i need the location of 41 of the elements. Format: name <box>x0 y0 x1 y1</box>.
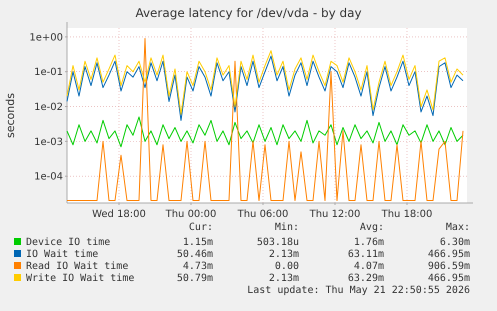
text: 2.13m <box>268 273 299 284</box>
x-tick-label: Thu 00:00 <box>164 209 216 220</box>
text: 466.95m <box>428 273 470 284</box>
legend-label: IO Wait time <box>26 249 98 260</box>
text: 466.95m <box>428 249 470 260</box>
legend-label: Read IO Wait time <box>26 261 128 272</box>
x-tick-label: Wed 18:00 <box>92 209 146 220</box>
text: 503.18u <box>256 237 299 248</box>
text: 63.11m <box>348 249 384 260</box>
y-tick-label: 1e-03 <box>34 136 63 148</box>
text: Last update: Thu May 21 22:50:55 2026 <box>247 285 470 296</box>
y-tick-label: 1e-01 <box>34 67 63 78</box>
text: Max: <box>446 222 470 233</box>
x-tick-label: Thu 18:00 <box>380 209 432 220</box>
line-series <box>66 116 464 148</box>
y-tick-label: 1e-02 <box>34 102 63 114</box>
line-series <box>66 50 464 115</box>
text: Avg: <box>360 222 384 233</box>
legend-label: Device IO time <box>26 237 110 248</box>
text: 63.29m <box>348 273 384 284</box>
y-axis-title: seconds <box>4 92 17 138</box>
text: 2.13m <box>268 249 299 260</box>
text: 50.79m <box>176 273 213 284</box>
text: 4.73m <box>182 261 213 272</box>
y-tick-label: 1e+00 <box>29 32 63 44</box>
text: Cur: <box>188 222 213 233</box>
text: 6.30m <box>440 237 470 248</box>
x-tick-label: Thu 06:00 <box>236 209 288 220</box>
text: 0.00 <box>274 261 299 272</box>
text: 906.59m <box>428 261 470 272</box>
line-series <box>66 38 464 202</box>
y-tick-label: 1e-04 <box>34 172 63 183</box>
chart-title: Average latency for /dev/vda - by day <box>135 6 362 20</box>
text: Min: <box>274 222 299 233</box>
legend-label: Write IO Wait time <box>26 273 134 284</box>
x-tick-label: Thu 12:00 <box>308 209 360 220</box>
text: 1.76m <box>354 237 384 248</box>
text: 1.15m <box>182 237 213 248</box>
text: 4.07m <box>354 261 384 272</box>
text: 50.46m <box>176 249 213 260</box>
line-series <box>66 56 464 121</box>
